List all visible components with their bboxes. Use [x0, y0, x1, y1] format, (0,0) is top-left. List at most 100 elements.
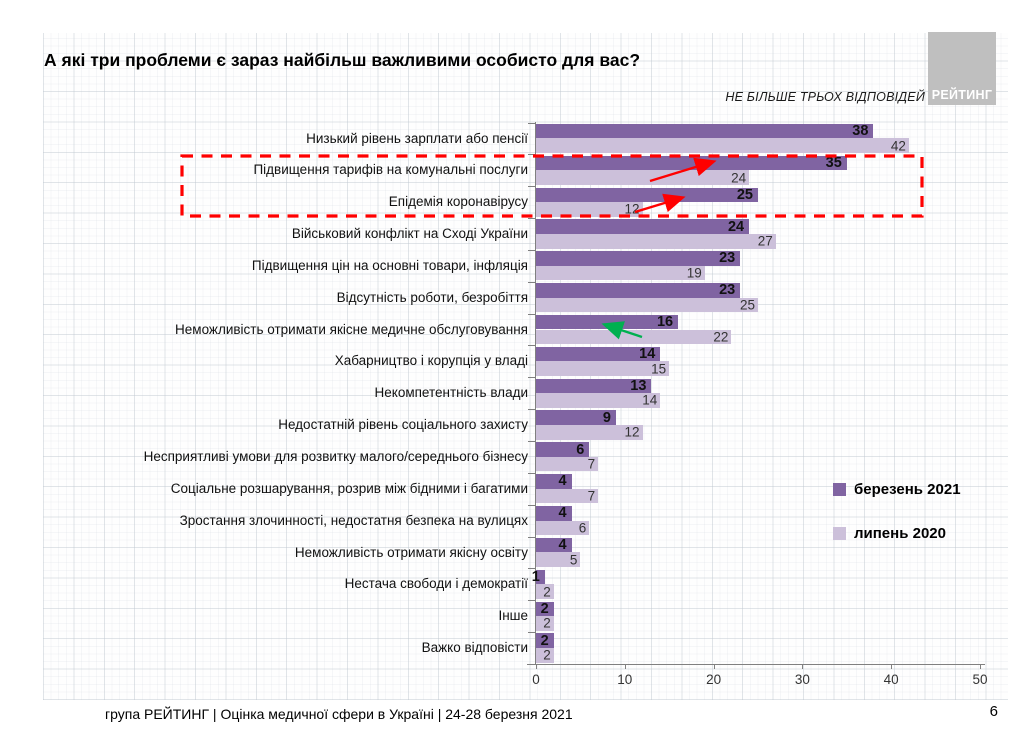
bar-march-2021: 4 — [536, 537, 572, 554]
bar-july-2020: 14 — [536, 392, 661, 408]
y-axis-tick — [528, 186, 536, 188]
category-label: Відсутність роботи, безробіття — [336, 289, 528, 305]
bar-march-2021: 2 — [536, 632, 554, 649]
value-label: 27 — [757, 233, 773, 249]
rating-group-logo: РЕЙТИНГ — [928, 32, 996, 105]
x-axis-tick-label: 50 — [972, 672, 988, 687]
value-label: 4 — [558, 473, 567, 490]
bar-july-2020: 27 — [536, 234, 776, 249]
value-label: 42 — [890, 138, 906, 154]
y-axis-tick — [528, 281, 536, 283]
value-label: 25 — [736, 186, 753, 203]
legend-label-july-2020: липень 2020 — [854, 525, 946, 542]
value-label: 16 — [656, 314, 674, 331]
legend-swatch-march-2021 — [833, 483, 846, 496]
bar-march-2021: 4 — [536, 505, 572, 521]
value-label: 13 — [630, 377, 647, 394]
x-axis-line — [527, 664, 985, 665]
bar-march-2021: 35 — [536, 155, 847, 171]
value-label: 2 — [543, 615, 551, 631]
value-label: 7 — [587, 488, 596, 504]
value-label: 14 — [639, 346, 656, 363]
y-axis-tick — [528, 504, 536, 506]
value-label: 2 — [540, 600, 549, 617]
value-label: 22 — [713, 329, 729, 345]
value-label: 1 — [531, 568, 540, 585]
category-label: Некомпетентність влади — [374, 385, 529, 401]
value-label: 38 — [852, 123, 869, 140]
bar-march-2021: 24 — [536, 218, 750, 235]
value-label: 6 — [576, 441, 585, 458]
value-label: 12 — [624, 201, 640, 217]
x-axis-tick — [624, 664, 626, 669]
bar-july-2020: 2 — [536, 616, 554, 631]
value-label: 19 — [686, 265, 702, 281]
value-label: 7 — [587, 456, 596, 472]
bar-july-2020: 5 — [536, 552, 581, 568]
value-label: 2 — [540, 632, 549, 649]
rating-logo-text: РЕЙТИНГ — [931, 88, 993, 102]
category-label: Недостатній рівень соціального захисту — [278, 417, 528, 433]
category-label: Епідемія коронавірусу — [388, 194, 528, 210]
category-label: Неможливість отримати якісне медичне обс… — [175, 321, 528, 337]
value-label: 2 — [543, 584, 551, 600]
y-axis-tick — [528, 472, 536, 474]
page-number: 6 — [989, 703, 998, 720]
y-axis-tick — [528, 377, 536, 379]
category-label: Підвищення цін на основні товари, інфляц… — [251, 257, 528, 273]
bar-july-2020: 22 — [536, 329, 732, 345]
category-label: Зростання злочинності, недостатня безпек… — [179, 512, 528, 528]
bar-march-2021: 16 — [536, 314, 679, 331]
value-label: 23 — [719, 250, 736, 267]
category-label: Хабарництво і корупція у владі — [334, 353, 528, 369]
category-label: Інше — [498, 608, 528, 624]
bar-july-2020: 12 — [536, 425, 643, 440]
bar-july-2020: 7 — [536, 488, 599, 504]
bar-march-2021: 4 — [536, 473, 572, 490]
x-axis-tick-label: 20 — [706, 672, 722, 687]
bar-july-2020: 12 — [536, 202, 643, 217]
bar-july-2020: 2 — [536, 584, 554, 599]
bar-march-2021: 1 — [532, 569, 545, 585]
legend-swatch-july-2020 — [833, 527, 846, 540]
value-label: 25 — [739, 297, 755, 313]
x-axis-tick-label: 30 — [794, 672, 810, 687]
y-axis-tick — [528, 663, 536, 665]
x-axis-tick — [891, 664, 893, 669]
value-label: 4 — [558, 537, 567, 554]
legend-item-march-2021: березень 2021 — [833, 481, 961, 498]
y-axis-line — [535, 122, 536, 664]
value-label: 12 — [624, 424, 640, 440]
bar-july-2020: 7 — [536, 456, 599, 472]
bar-march-2021: 14 — [536, 346, 661, 363]
bar-march-2021: 6 — [536, 441, 590, 458]
y-axis-tick — [528, 600, 536, 602]
bar-march-2021: 13 — [536, 377, 652, 394]
legend-label-march-2021: березень 2021 — [854, 481, 961, 498]
y-axis-tick — [528, 218, 536, 220]
y-axis-tick — [528, 568, 536, 570]
category-label: Низький рівень зарплати або пенсії — [306, 130, 528, 146]
bar-july-2020: 25 — [536, 297, 758, 313]
x-axis-tick-label: 40 — [883, 672, 899, 687]
x-axis-tick — [802, 664, 804, 669]
bar-march-2021: 38 — [536, 123, 874, 140]
y-axis-tick — [528, 154, 536, 156]
value-label: 24 — [731, 170, 747, 186]
x-axis-tick — [536, 664, 537, 669]
category-label: Неможливість отримати якісну освіту — [294, 544, 528, 560]
category-label: Важко відповісти — [421, 640, 528, 656]
category-label: Несприятливі умови для розвитку малого/с… — [143, 449, 528, 464]
bar-july-2020: 24 — [536, 170, 750, 186]
value-label: 5 — [569, 552, 578, 568]
x-axis-tick-label: 10 — [617, 672, 633, 687]
y-axis-tick — [528, 632, 536, 634]
value-label: 23 — [719, 282, 736, 299]
y-axis-tick — [528, 409, 536, 411]
bar-july-2020: 15 — [536, 361, 670, 376]
value-label: 24 — [727, 218, 745, 235]
value-label: 14 — [642, 392, 658, 408]
y-axis-tick — [528, 122, 536, 124]
